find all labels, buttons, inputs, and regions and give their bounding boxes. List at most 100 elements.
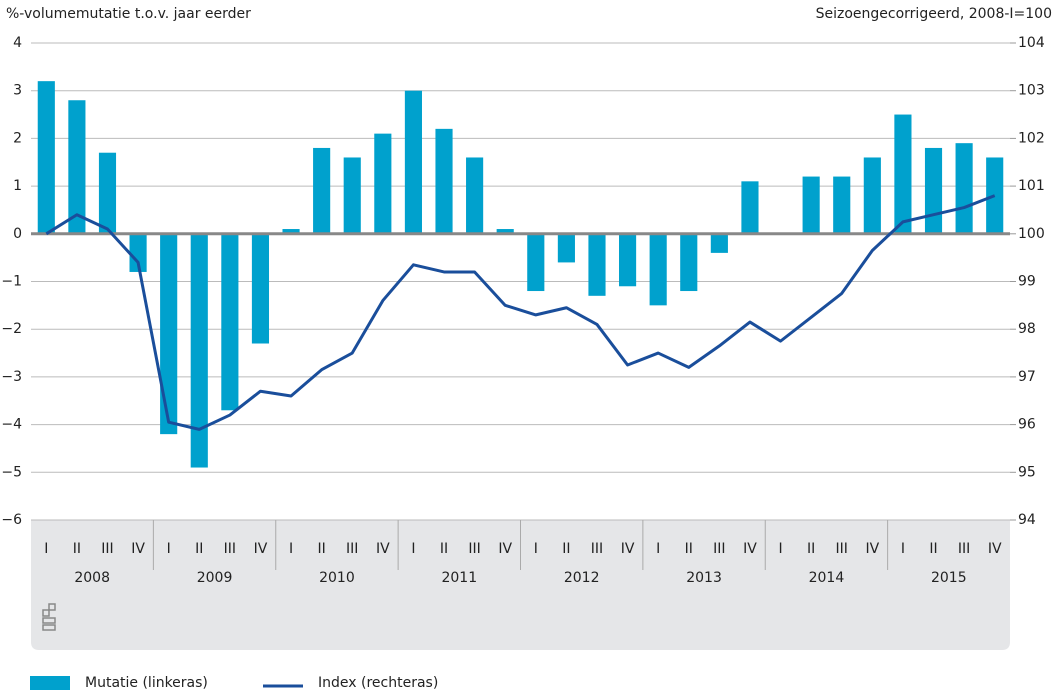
legend-label: Index (rechteras) (318, 675, 438, 691)
bar (435, 128, 453, 234)
x-tick-label: II (440, 541, 448, 557)
bar (343, 157, 361, 234)
y-tick-label: −4 (1, 417, 22, 433)
x-tick-label: IV (988, 541, 1002, 557)
y-tick-label: 3 (13, 83, 22, 99)
bar (527, 233, 545, 292)
index-line (45, 194, 996, 431)
year-label: 2013 (686, 570, 722, 586)
bar (741, 181, 759, 234)
y2-axis-title: Seizoengecorrigeerd, 2008-I=100 (816, 6, 1052, 22)
bar (466, 157, 484, 234)
x-tick-label: I (167, 541, 171, 557)
bar (680, 233, 698, 292)
year-label: 2008 (74, 570, 110, 586)
bar (619, 233, 637, 287)
x-tick-label: III (591, 541, 603, 557)
y-tick-label: −5 (1, 464, 22, 480)
y-tick-label: 0 (13, 226, 22, 242)
x-tick-label: IV (621, 541, 635, 557)
x-tick-label: I (44, 541, 48, 557)
year-label: 2009 (197, 570, 233, 586)
x-tick-label: III (101, 541, 113, 557)
bar (710, 233, 728, 253)
x-tick-label: II (685, 541, 693, 557)
bar (221, 233, 239, 411)
bar (955, 143, 973, 234)
bar (190, 233, 208, 468)
legend-label: Mutatie (linkeras) (85, 675, 208, 691)
x-tick-label: III (713, 541, 725, 557)
bar (404, 90, 422, 234)
y2-tick-label: 94 (1018, 512, 1036, 528)
x-tick-label: I (901, 541, 905, 557)
x-tick-label: I (778, 541, 782, 557)
y2-tick-label: 95 (1018, 464, 1036, 480)
y2-tick-label: 99 (1018, 274, 1036, 290)
x-tick-label: III (958, 541, 970, 557)
bar (802, 176, 820, 234)
y2-tick-label: 103 (1018, 83, 1045, 99)
x-tick-label: II (562, 541, 570, 557)
x-tick-label: II (73, 541, 81, 557)
y-tick-label: −2 (1, 321, 22, 337)
bar (68, 100, 86, 234)
y-tick-label: 1 (13, 178, 22, 194)
year-label: 2015 (931, 570, 967, 586)
bar (374, 133, 392, 234)
x-tick-label: III (224, 541, 236, 557)
x-tick-label: II (195, 541, 203, 557)
y-tick-label: 4 (13, 35, 22, 51)
bar (496, 229, 514, 234)
y2-tick-label: 97 (1018, 369, 1036, 385)
y2-tick-label: 96 (1018, 417, 1036, 433)
x-tick-label: IV (865, 541, 879, 557)
bar (649, 233, 667, 306)
year-label: 2011 (441, 570, 477, 586)
bar (282, 229, 300, 234)
bar (251, 233, 270, 344)
x-tick-label: IV (254, 541, 268, 557)
bar (833, 176, 851, 234)
year-label: 2014 (809, 570, 845, 586)
x-tick-label: III (836, 541, 848, 557)
y2-tick-label: 98 (1018, 321, 1036, 337)
legend-swatch (30, 676, 70, 690)
y-tick-label: −3 (1, 369, 22, 385)
bar (588, 233, 606, 296)
y-tick-label: −1 (1, 274, 22, 290)
bar (557, 233, 575, 263)
x-tick-label: I (289, 541, 293, 557)
y2-tick-label: 100 (1018, 226, 1045, 242)
x-tick-label: I (656, 541, 660, 557)
x-tick-label: IV (498, 541, 512, 557)
y2-tick-label: 102 (1018, 130, 1045, 146)
x-tick-label: III (346, 541, 358, 557)
x-tick-label: IV (743, 541, 757, 557)
y-tick-label: −6 (1, 512, 22, 528)
bar (986, 157, 1004, 234)
year-label: 2012 (564, 570, 600, 586)
x-tick-label: IV (376, 541, 390, 557)
bar (863, 157, 881, 234)
bar (894, 114, 912, 234)
logo (42, 603, 56, 631)
y-axis-title: %-volumemutatie t.o.v. jaar eerder (6, 6, 251, 22)
y2-tick-label: 104 (1018, 35, 1045, 51)
x-tick-label: II (807, 541, 815, 557)
y2-tick-label: 101 (1018, 178, 1045, 194)
year-label: 2010 (319, 570, 355, 586)
bar (313, 147, 331, 234)
x-tick-label: I (534, 541, 538, 557)
y-tick-label: 2 (13, 130, 22, 146)
x-tick-label: II (318, 541, 326, 557)
x-tick-label: II (929, 541, 937, 557)
bar (129, 233, 147, 272)
bar (37, 81, 55, 234)
bar (98, 152, 117, 234)
bar (160, 233, 178, 435)
x-tick-label: IV (131, 541, 145, 557)
x-tick-label: I (411, 541, 415, 557)
bar (924, 147, 943, 234)
